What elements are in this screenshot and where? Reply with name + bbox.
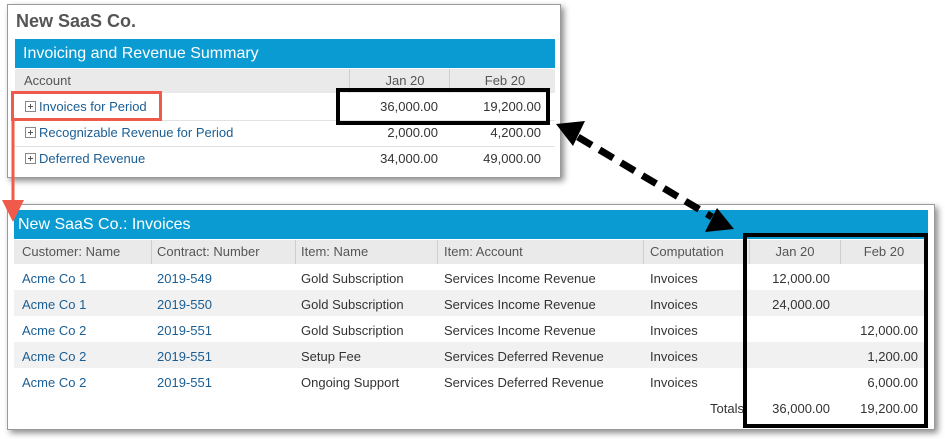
header-divider: [749, 240, 750, 264]
item-name: Ongoing Support: [301, 375, 400, 390]
totals-feb: 19,200.00: [860, 401, 918, 416]
col-account-header[interactable]: Account: [24, 73, 71, 88]
col-feb-header[interactable]: Feb 20: [863, 244, 905, 259]
item-account: Services Income Revenue: [444, 297, 596, 312]
computation: Invoices: [650, 271, 698, 286]
jan-value: 36,000.00: [380, 99, 438, 114]
row-stripe: [14, 290, 928, 316]
item-account: Services Deferred Revenue: [444, 375, 604, 390]
row-stripe: [14, 342, 928, 368]
customer-link[interactable]: Acme Co 2: [22, 375, 87, 390]
col-item-header[interactable]: Item: Name: [301, 244, 369, 259]
col-computation-header[interactable]: Computation: [650, 244, 724, 259]
item-account: Services Deferred Revenue: [444, 349, 604, 364]
item-name: Gold Subscription: [301, 297, 404, 312]
company-name: New SaaS Co.: [16, 11, 137, 31]
totals-jan: 36,000.00: [772, 401, 830, 416]
header-divider: [840, 240, 841, 264]
header-divider: [349, 69, 350, 93]
col-feb-header[interactable]: Feb 20: [484, 73, 526, 88]
account-link[interactable]: Invoices for Period: [39, 99, 147, 114]
col-account-header[interactable]: Item: Account: [444, 244, 523, 259]
contract-link[interactable]: 2019-551: [157, 349, 212, 364]
row-divider: [15, 120, 555, 121]
item-name: Gold Subscription: [301, 323, 404, 338]
contract-link[interactable]: 2019-551: [157, 375, 212, 390]
customer-link[interactable]: Acme Co 2: [22, 323, 87, 338]
expand-plus-icon[interactable]: [25, 153, 36, 164]
item-name: Gold Subscription: [301, 271, 404, 286]
jan-value: 12,000.00: [772, 271, 830, 286]
expand-plus-icon[interactable]: [25, 127, 36, 138]
header-divider: [295, 240, 296, 264]
feb-value: 19,200.00: [483, 99, 541, 114]
contract-link[interactable]: 2019-549: [157, 271, 212, 286]
invoices-window: New SaaS Co.: Invoices Customer: Name Co…: [7, 204, 935, 430]
contract-link[interactable]: 2019-550: [157, 297, 212, 312]
col-jan-header[interactable]: Jan 20: [385, 73, 425, 88]
account-link[interactable]: Recognizable Revenue for Period: [39, 125, 234, 140]
totals-label: Totals: [710, 401, 744, 416]
feb-value: 1,200.00: [867, 349, 918, 364]
invoices-header-row: Customer: Name Contract: Number Item: Na…: [14, 240, 928, 264]
customer-link[interactable]: Acme Co 1: [22, 271, 87, 286]
item-account: Services Income Revenue: [444, 271, 596, 286]
feb-value: 6,000.00: [867, 375, 918, 390]
header-divider: [449, 69, 450, 93]
highlight-red-box: [11, 91, 162, 121]
header-divider: [437, 240, 438, 264]
feb-value: 49,000.00: [483, 151, 541, 166]
header-divider: [643, 240, 644, 264]
customer-link[interactable]: Acme Co 2: [22, 349, 87, 364]
highlight-black-box: [336, 88, 550, 125]
summary-title-bar: Invoicing and Revenue Summary: [15, 39, 555, 68]
account-link[interactable]: Deferred Revenue: [39, 151, 146, 166]
feb-value: 12,000.00: [860, 323, 918, 338]
jan-value: 2,000.00: [387, 125, 438, 140]
jan-value: 34,000.00: [380, 151, 438, 166]
highlight-black-box: [743, 233, 928, 428]
header-divider: [151, 240, 152, 264]
item-account: Services Income Revenue: [444, 323, 596, 338]
customer-link[interactable]: Acme Co 1: [22, 297, 87, 312]
contract-link[interactable]: 2019-551: [157, 323, 212, 338]
col-jan-header[interactable]: Jan 20: [775, 244, 815, 259]
col-customer-header[interactable]: Customer: Name: [22, 244, 121, 259]
col-contract-header[interactable]: Contract: Number: [157, 244, 260, 259]
jan-value: 24,000.00: [772, 297, 830, 312]
computation: Invoices: [650, 323, 698, 338]
item-name: Setup Fee: [301, 349, 361, 364]
expand-plus-icon[interactable]: [25, 101, 36, 112]
row-divider: [15, 146, 555, 147]
computation: Invoices: [650, 349, 698, 364]
computation: Invoices: [650, 375, 698, 390]
feb-value: 4,200.00: [490, 125, 541, 140]
computation: Invoices: [650, 297, 698, 312]
